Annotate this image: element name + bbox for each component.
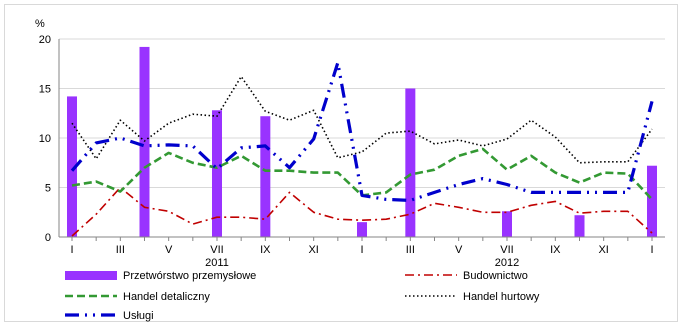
y-tick-label: 0 [45, 232, 51, 244]
x-tick-label: I [360, 244, 363, 256]
y-tick-label: 20 [39, 34, 51, 46]
y-tick-label: 5 [45, 183, 51, 195]
bar [502, 211, 512, 237]
bars [67, 46, 657, 237]
bar [405, 88, 416, 237]
legend-label-us-ugi: Usługi [123, 310, 154, 322]
legend-label-handel-detaliczny: Handel detaliczny [123, 291, 210, 303]
legend-label-budownictwo: Budownictwo [463, 270, 528, 282]
bar [647, 165, 657, 237]
x-tick-label: I [650, 244, 653, 256]
x-tick-label: XI [308, 244, 318, 256]
gridlines [59, 38, 665, 188]
series-line-us-ugi [70, 61, 654, 202]
bar [357, 222, 367, 237]
x-tick-label: IX [550, 244, 561, 256]
x-tick-label: VII [210, 244, 223, 256]
x-tick-label: I [70, 244, 73, 256]
series-line-handel-hurtowy [71, 75, 653, 164]
chart-frame: 0 5 10 15 20% I III V VII IX XI I III V VII IX XI I 2011 20… [4, 4, 678, 322]
bar [139, 46, 150, 237]
bar [67, 96, 77, 237]
x-tick-label: XI [598, 244, 608, 256]
x-year-label: 2011 [205, 257, 229, 269]
x-tick-label: VII [500, 244, 513, 256]
legend: Przetwórstwo przemysłowe Budownictwo Hande… [65, 270, 540, 322]
legend-label-handel-hurtowy: Handel hurtowy [463, 291, 540, 303]
y-tick-label: 15 [39, 84, 51, 96]
legend-swatch-przetw-rstwo-przemys-owe [65, 271, 117, 280]
x-tick-label: IX [260, 244, 271, 256]
x-tick-label: V [165, 244, 173, 256]
x-tick-label: V [455, 244, 463, 256]
legend-label-przetw-rstwo-przemys-owe: Przetwórstwo przemysłowe [123, 270, 256, 282]
y-tick-label: 10 [39, 133, 51, 145]
bar [574, 215, 585, 237]
series-line-budownictwo [71, 186, 653, 237]
x-tick-label: III [406, 244, 415, 256]
x-year-label: 2012 [495, 257, 519, 269]
series-lines [70, 61, 654, 237]
bar [260, 116, 271, 237]
x-tick-label: III [116, 244, 125, 256]
bar [212, 110, 222, 237]
y-axis-unit-label: % [35, 18, 45, 30]
